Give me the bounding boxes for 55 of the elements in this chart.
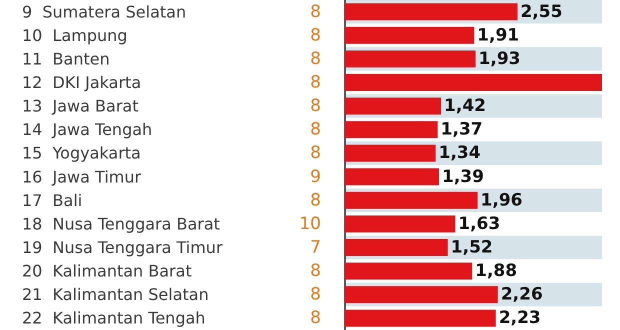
bar [345, 192, 478, 209]
y-tick-label: 22 Kalimantan Tengah [22, 308, 206, 328]
text: 8 [310, 261, 321, 282]
data-label: 1,42 [444, 96, 486, 116]
text: 8 [310, 308, 321, 328]
y-tick-label: 19 Nusa Tenggara Timur [22, 238, 223, 257]
bar [345, 262, 472, 280]
text: 9 [310, 166, 321, 187]
bar [345, 215, 456, 232]
y-tick-label: 11 Banten [22, 49, 110, 68]
data-label: 1,39 [442, 166, 484, 187]
y-tick-label: 20 Kalimantan Barat [22, 262, 192, 281]
data-label: 1,91 [477, 25, 520, 46]
bar [345, 286, 498, 304]
text: 8 [310, 143, 321, 164]
data-label: 2,23 [498, 308, 541, 328]
y-tick-label: 17 Bali [22, 190, 82, 210]
text: 8 [310, 120, 321, 140]
bar [345, 50, 476, 68]
text: 8 [310, 190, 321, 210]
data-label: 1,37 [440, 120, 483, 140]
bar [345, 144, 436, 162]
bar [345, 74, 602, 91]
data-label: 1,63 [458, 214, 500, 234]
y-tick-label: 10 Lampung [22, 26, 128, 45]
y-tick-label: 21 Kalimantan Selatan [22, 285, 209, 304]
bar [345, 98, 442, 115]
bar [345, 239, 448, 256]
data-label: 1,34 [438, 143, 481, 164]
data-label: 2,26 [500, 284, 543, 305]
bar [345, 121, 438, 138]
y-tick-label: 14 Jawa Tengah [22, 120, 152, 140]
bar [345, 26, 474, 44]
data-label: 1,88 [475, 261, 518, 282]
text: 10 [299, 214, 321, 234]
data-label: 1,52 [450, 238, 493, 258]
text: 8 [310, 2, 321, 22]
text: 7 [310, 238, 321, 258]
y-tick-label: 16 Jawa Timur [22, 167, 142, 186]
y-tick-label: 15 Yogyakarta [22, 144, 141, 163]
text: 8 [310, 96, 321, 116]
y-tick-label: 18 Nusa Tenggara Barat [22, 214, 220, 234]
data-label: 1,96 [480, 190, 523, 210]
bar [345, 3, 518, 20]
y-tick-label: 9 Sumatera Selatan [22, 2, 186, 22]
data-label: 2,55 [520, 2, 562, 22]
bar [345, 168, 440, 186]
y-tick-label: 12 DKI Jakarta [22, 73, 142, 92]
text: 8 [310, 72, 321, 92]
data-label: 1,93 [478, 48, 520, 69]
text: 8 [310, 284, 321, 305]
text: 8 [310, 48, 321, 69]
bar [345, 310, 496, 327]
y-tick-label: 13 Jawa Barat [22, 96, 138, 116]
text: 8 [310, 25, 321, 46]
